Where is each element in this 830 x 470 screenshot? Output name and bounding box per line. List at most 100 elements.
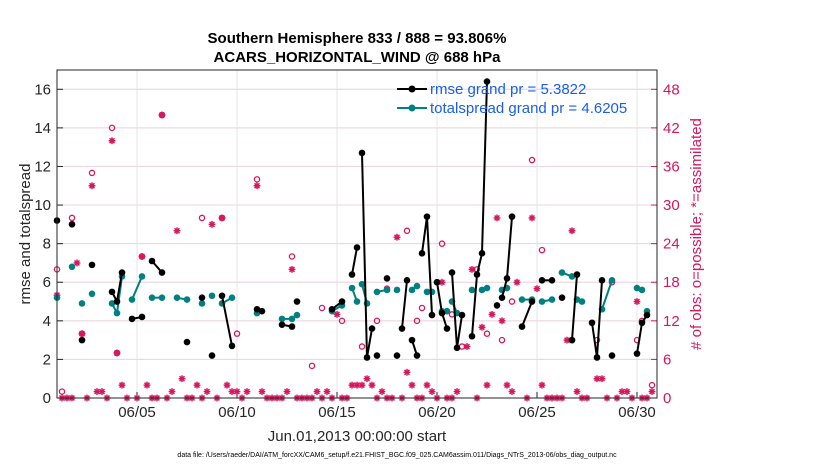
rmse-point [393, 352, 401, 359]
obs-assimilated-marker [108, 137, 116, 145]
obs-assimilated-marker [203, 388, 211, 395]
obs-assimilated-stroke [334, 311, 340, 318]
rmse-point [253, 305, 261, 313]
y-tick-label: 2 [43, 351, 51, 368]
x-tick-label: 06/15 [318, 404, 356, 421]
obs-assimilated-stroke [314, 388, 320, 395]
x-axis-label: Jun.01,2013 00:00:00 start [268, 428, 447, 445]
rmse-point [78, 336, 86, 344]
obs-assimilated-marker [118, 381, 126, 389]
rmse-point [383, 275, 391, 282]
obs-assimilated-stroke [219, 214, 225, 221]
legend-rmse-label: rmse grand pr = 5.3822 [430, 81, 586, 98]
obs-possible-marker [88, 169, 96, 177]
y2-tick-label: 48 [663, 81, 680, 98]
spread-point [113, 309, 121, 317]
obs-assimilated-marker [378, 388, 386, 395]
obs-assimilated-marker [478, 323, 486, 331]
spread-point [353, 298, 361, 305]
rmse-point [498, 294, 506, 301]
rmse-point [408, 336, 416, 344]
obs-assimilated-stroke [379, 388, 385, 395]
rmse-point [528, 298, 536, 305]
obs-possible-marker [253, 176, 261, 183]
obs-possible-marker [318, 304, 326, 312]
obs-assimilated-stroke [454, 388, 460, 395]
rmse-point [138, 313, 146, 321]
obs-assimilated-stroke [539, 382, 545, 389]
obs-assimilated-stroke [369, 382, 375, 389]
spread-point [413, 282, 421, 290]
x-tick-label: 06/10 [218, 404, 256, 421]
rmse-point [158, 269, 166, 276]
y-tick-label: 8 [43, 236, 51, 253]
obs-assimilated-marker [453, 388, 461, 395]
spread-point [148, 294, 156, 301]
obs-assimilated-marker [218, 214, 226, 222]
rmse-point [413, 352, 421, 359]
y2-tick-label: 18 [663, 274, 680, 291]
left-axis-ticks: 0 2 4 6 8 10 12 14 16 [34, 81, 63, 407]
obs-assimilated-marker [423, 381, 431, 389]
obs-assimilated-marker [78, 330, 86, 338]
y-tick-label: 4 [43, 313, 51, 330]
obs-assimilated-stroke [394, 234, 400, 241]
rmse-point [548, 277, 556, 284]
obs-assimilated-marker [528, 214, 536, 222]
rmse-point [128, 315, 136, 323]
obs-assimilated-marker [168, 388, 176, 395]
obs-assimilated-stroke [404, 369, 410, 376]
obs-assimilated-marker [228, 388, 236, 395]
obs-assimilated-stroke [594, 375, 600, 382]
obs-assimilated-marker [513, 278, 521, 286]
rmse-line-segment [471, 81, 488, 337]
obs-possible-marker [108, 124, 116, 132]
rmse-point [208, 352, 216, 359]
rmse-point [453, 344, 461, 352]
obs-assimilated-marker [138, 253, 146, 260]
rmse-point [448, 269, 456, 276]
obs-possible-marker [288, 253, 296, 260]
spread-point [408, 286, 416, 294]
obs-assimilated-stroke [499, 317, 505, 324]
obs-assimilated-stroke [194, 382, 200, 389]
rmse-point [558, 294, 566, 301]
spread-point [558, 269, 566, 276]
obs-assimilated-stroke [254, 182, 260, 189]
obs-assimilated-marker [568, 227, 576, 235]
y-axis-label: rmse and totalspread [17, 164, 34, 305]
obs-assimilated-marker [208, 220, 216, 228]
y2-tick-label: 42 [663, 120, 680, 137]
spread-point [638, 286, 646, 294]
obs-assimilated-stroke [529, 214, 535, 221]
y-tick-label: 0 [43, 390, 51, 407]
obs-assimilated-stroke [439, 279, 445, 286]
obs-possible-marker [58, 388, 66, 395]
obs-possible-marker [498, 336, 506, 344]
y2-tick-label: 30 [663, 197, 680, 214]
obs-assimilated-marker [223, 381, 231, 389]
rmse-point [338, 298, 346, 305]
obs-assimilated-marker [73, 259, 81, 267]
obs-assimilated-stroke [144, 382, 150, 389]
y2-tick-label: 36 [663, 158, 680, 175]
obs-assimilated-marker [178, 375, 186, 383]
obs-assimilated-stroke [159, 112, 165, 118]
spread-point [383, 286, 391, 294]
obs-assimilated-marker [573, 388, 581, 395]
x-tick-label: 06/30 [618, 404, 656, 421]
obs-assimilated-marker [353, 381, 361, 389]
obs-assimilated-stroke [234, 388, 240, 395]
obs-assimilated-stroke [289, 266, 295, 273]
x-axis-ticks: 06/05 06/10 06/15 06/20 06/25 06/30 [118, 392, 656, 421]
rmse-point [68, 221, 76, 228]
spread-point [278, 315, 286, 323]
spread-point [78, 300, 86, 307]
spread-point [443, 307, 451, 315]
series-lines [53, 78, 651, 361]
rmse-point [428, 311, 436, 319]
obs-assimilated-stroke [464, 343, 470, 350]
obs-possible-marker [538, 246, 546, 254]
obs-possible-marker [418, 304, 426, 312]
